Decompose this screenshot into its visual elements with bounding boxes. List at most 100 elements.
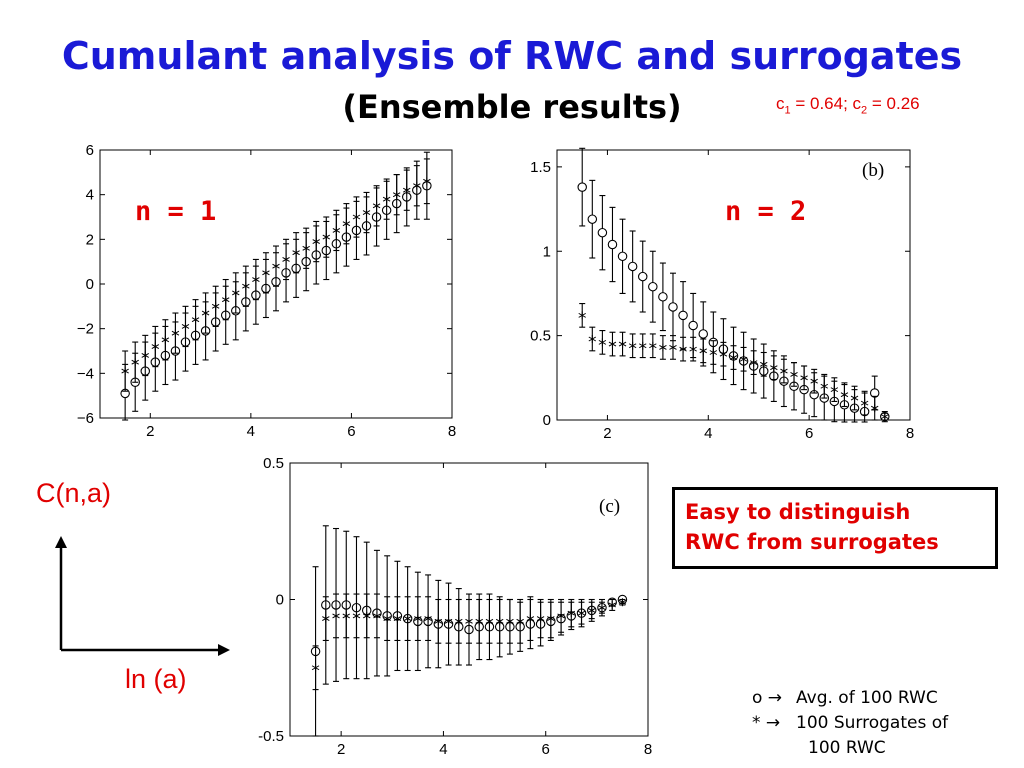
data-point-star <box>578 311 586 320</box>
data-point-star <box>151 342 160 351</box>
data-point-star <box>332 611 340 620</box>
y-tick-label: 0.5 <box>263 455 284 472</box>
data-point-star <box>372 201 381 210</box>
data-point-star <box>382 195 391 204</box>
axis-x-label: ln (a) <box>125 664 187 694</box>
star-stroke <box>211 303 220 309</box>
data-point-star <box>770 363 778 372</box>
star-stroke <box>423 178 431 184</box>
star-stroke <box>547 616 555 622</box>
x-tick-label: 8 <box>644 741 652 758</box>
legend-continuation: 100 RWC <box>808 738 886 758</box>
star-stroke <box>699 348 707 354</box>
data-point-star <box>749 358 758 367</box>
star-stroke <box>282 256 290 262</box>
data-point-star <box>850 394 859 403</box>
star-stroke <box>372 203 381 209</box>
data-point-star <box>322 614 330 623</box>
data-point-star <box>739 355 748 364</box>
plot-frame <box>556 149 911 421</box>
data-point-star <box>689 345 697 354</box>
data-point-star <box>719 350 728 359</box>
star-stroke <box>342 613 351 619</box>
star-stroke <box>577 610 586 616</box>
x-tick-label: 4 <box>439 741 447 758</box>
slide-title: Cumulant analysis of RWC and surrogates <box>61 34 963 78</box>
star-stroke <box>181 323 190 329</box>
data-point-star <box>282 255 290 264</box>
data-point-star <box>526 614 535 623</box>
data-point-star <box>392 190 401 199</box>
legend-symbol-circle: o → <box>752 688 783 708</box>
data-point-star <box>444 617 453 626</box>
data-point-circle <box>688 320 698 331</box>
star-stroke <box>352 214 361 220</box>
data-point-star <box>547 614 555 623</box>
data-point-star <box>272 262 280 271</box>
star-stroke <box>382 196 391 202</box>
star-stroke <box>557 613 565 619</box>
star-stroke <box>475 618 483 624</box>
star-stroke <box>171 330 180 336</box>
data-point-star <box>413 181 421 190</box>
star-stroke <box>455 618 463 624</box>
data-point-circle <box>668 302 678 312</box>
callout-box: Easy to distinguish RWC from surrogates <box>672 487 998 569</box>
star-stroke <box>618 599 627 605</box>
star-stroke <box>403 616 412 622</box>
data-point-star <box>587 606 596 615</box>
star-stroke <box>526 616 535 622</box>
star-stroke <box>618 341 627 347</box>
chart-c: 2 4 6 8 -0.5 0 0.5 (c) <box>258 455 652 758</box>
data-point-star <box>131 358 139 367</box>
star-stroke <box>881 414 889 420</box>
star-stroke <box>749 360 758 366</box>
star-stroke <box>739 356 748 362</box>
star-stroke <box>292 250 300 256</box>
callout-line-1: Easy to distinguish <box>685 500 911 524</box>
star-stroke <box>516 618 524 624</box>
data-point-star <box>598 338 607 347</box>
data-point-star <box>171 329 180 338</box>
data-point-star <box>669 343 677 352</box>
panel-label-n: n = 1 <box>135 196 216 227</box>
star-stroke <box>131 359 139 365</box>
star-stroke <box>262 270 270 276</box>
data-point-star <box>181 322 190 331</box>
data-point-star <box>588 335 597 343</box>
star-stroke <box>373 613 381 619</box>
callout-line-2: RWC from surrogates <box>685 530 939 554</box>
data-point-star <box>403 614 412 623</box>
data-point-star <box>414 614 422 623</box>
star-stroke <box>332 613 340 619</box>
y-tick-label: 0 <box>276 592 284 609</box>
star-stroke <box>242 283 250 289</box>
data-point-star <box>567 609 576 618</box>
data-point-star <box>362 208 371 217</box>
star-stroke <box>161 337 170 343</box>
star-stroke <box>413 183 421 189</box>
data-point-star <box>342 219 351 228</box>
legend-item-surrogates: * → 100 Surrogates of <box>752 711 948 736</box>
star-stroke <box>322 234 331 240</box>
star-stroke <box>332 227 341 233</box>
y-tick-label: −6 <box>77 410 94 427</box>
star-stroke <box>221 297 230 303</box>
star-stroke <box>729 355 738 360</box>
data-point-star <box>475 617 483 626</box>
data-point-star <box>608 340 617 349</box>
legend-symbol-star: * → <box>752 713 781 733</box>
y-tick-label: 2 <box>86 231 94 248</box>
star-stroke <box>567 610 576 616</box>
data-point-circle <box>587 214 598 224</box>
x-tick-label: 8 <box>448 423 456 440</box>
data-point-circle <box>597 227 608 238</box>
star-stroke <box>669 345 677 350</box>
data-point-star <box>870 404 879 413</box>
data-point-star <box>455 617 463 626</box>
star-stroke <box>121 368 129 374</box>
data-point-star <box>495 617 504 626</box>
x-tick-label: 4 <box>704 425 712 442</box>
star-stroke <box>840 392 849 398</box>
star-stroke <box>252 277 260 282</box>
